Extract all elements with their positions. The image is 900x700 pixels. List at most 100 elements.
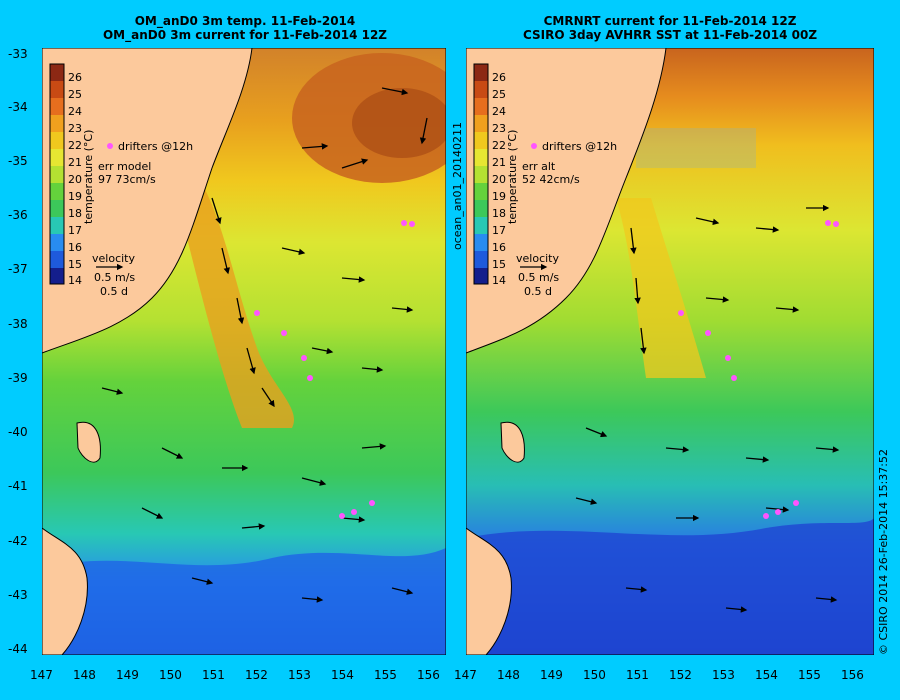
- drifter: [369, 500, 375, 506]
- drifter-markers: [678, 220, 839, 519]
- right-title-line1: CMRNRT current for 11-Feb-2014 12Z: [543, 14, 797, 28]
- cool-water: [42, 548, 446, 655]
- drifter: [409, 221, 415, 227]
- colorbar-tick: 22: [68, 139, 82, 152]
- drifter: [281, 330, 287, 336]
- lon-tick: 150: [583, 668, 606, 682]
- colorbar-tick: 17: [492, 224, 506, 237]
- drifter: [678, 310, 684, 316]
- colorbar-tick: 14: [68, 274, 82, 287]
- colorbar-title: temperature (°C): [82, 130, 95, 224]
- drifter: [731, 375, 737, 381]
- colorbar-tick: 22: [492, 139, 506, 152]
- east-australian-current: [182, 168, 294, 428]
- colorbar-tick: 16: [68, 241, 82, 254]
- err-label: err model: [98, 160, 151, 173]
- lon-tick: 149: [116, 668, 139, 682]
- drifter-legend-icon: [107, 143, 113, 149]
- drifter: [401, 220, 407, 226]
- lon-tick: 147: [454, 668, 477, 682]
- lat-tick: -34: [8, 100, 28, 114]
- colorbar-tick: 19: [492, 190, 506, 203]
- copyright-label: © CSIRO 2014 26-Feb-2014 15:37:52: [877, 449, 890, 655]
- lat-tick: -39: [8, 371, 28, 385]
- colorbar-tick: 19: [68, 190, 82, 203]
- drifter-markers: [254, 220, 415, 519]
- drifter: [307, 375, 313, 381]
- lat-tick: -42: [8, 534, 28, 548]
- cool-water: [466, 518, 874, 655]
- right-map-title: CMRNRT current for 11-Feb-2014 12Z CSIRO…: [466, 14, 874, 42]
- velocity-arrows: [101, 87, 428, 603]
- velocity-label: velocity: [516, 252, 559, 265]
- left-title-line2: OM_anD0 3m current for 11-Feb-2014 12Z: [102, 28, 388, 42]
- lat-tick: -43: [8, 588, 28, 602]
- left-map-title: OM_anD0 3m temp. 11-Feb-2014 OM_anD0 3m …: [44, 14, 446, 42]
- drifter: [775, 509, 781, 515]
- colorbar-tick: 21: [68, 156, 82, 169]
- drifter: [705, 330, 711, 336]
- lon-tick: 155: [798, 668, 821, 682]
- colorbar-tick: 17: [68, 224, 82, 237]
- drifter-legend-icon: [531, 143, 537, 149]
- velocity-scale: 0.5 m/s: [518, 271, 559, 284]
- lon-tick: 151: [202, 668, 225, 682]
- flinders-island: [76, 421, 101, 463]
- colorbar-tick: 20: [68, 173, 82, 186]
- lon-tick: 154: [755, 668, 778, 682]
- left-title-line1: OM_anD0 3m temp. 11-Feb-2014: [134, 14, 356, 28]
- lat-tick: -38: [8, 317, 28, 331]
- lon-tick: 155: [374, 668, 397, 682]
- drifter: [793, 500, 799, 506]
- err-value: 52 42cm/s: [522, 173, 580, 186]
- tasmania: [465, 527, 512, 656]
- cloud-gaps: [636, 128, 756, 168]
- err-label: err alt: [522, 160, 556, 173]
- colorbar-ticks: 26 25 24 23 22 21 20 19 18 17 16 15 14: [68, 71, 82, 287]
- drifter: [763, 513, 769, 519]
- colorbar-tick: 26: [68, 71, 82, 84]
- colorbar-tick: 25: [68, 88, 82, 101]
- lat-tick: -35: [8, 154, 28, 168]
- model-temperature-map[interactable]: 26 25 24 23 22 21 20 19 18 17 16 15 14 t…: [41, 47, 472, 659]
- colorbar-tick: 23: [492, 122, 506, 135]
- colorbar-tick: 21: [492, 156, 506, 169]
- colorbar-tick: 18: [68, 207, 82, 220]
- colorbar-tick: 25: [492, 88, 506, 101]
- err-value: 97 73cm/s: [98, 173, 156, 186]
- lat-tick: -40: [8, 425, 28, 439]
- colorbar-tick: 24: [68, 105, 82, 118]
- drifter: [725, 355, 731, 361]
- lon-tick: 154: [331, 668, 354, 682]
- colorbar-tick: 14: [492, 274, 506, 287]
- warm-eddy-core: [352, 88, 452, 158]
- satellite-sst-map[interactable]: 26 25 24 23 22 21 20 19 18 17 16 15 14 t…: [465, 47, 875, 659]
- colorbar-tick: 15: [68, 258, 82, 271]
- lon-tick: 147: [30, 668, 53, 682]
- drifter: [339, 513, 345, 519]
- mainland-australia: [41, 47, 253, 354]
- temperature-colorbar: [49, 63, 65, 285]
- velocity-scale: 0.5 m/s: [94, 271, 135, 284]
- drifter: [301, 355, 307, 361]
- colorbar-tick: 26: [492, 71, 506, 84]
- drifter: [254, 310, 260, 316]
- temperature-colorbar: [473, 63, 489, 285]
- lon-tick: 153: [712, 668, 735, 682]
- drifter: [825, 220, 831, 226]
- drifters-label: drifters @12h: [542, 140, 617, 153]
- colorbar-tick: 18: [492, 207, 506, 220]
- lon-tick: 152: [245, 668, 268, 682]
- colorbar-tick: 15: [492, 258, 506, 271]
- colorbar-tick: 24: [492, 105, 506, 118]
- lon-tick: 148: [497, 668, 520, 682]
- lat-tick: -41: [8, 479, 28, 493]
- colorbar-tick: 20: [492, 173, 506, 186]
- lat-tick: -37: [8, 262, 28, 276]
- colorbar-ticks: 26 25 24 23 22 21 20 19 18 17 16 15 14: [492, 71, 506, 287]
- lat-tick: -36: [8, 208, 28, 222]
- velocity-time: 0.5 d: [100, 285, 128, 298]
- drifter: [351, 509, 357, 515]
- lon-tick: 148: [73, 668, 96, 682]
- lon-tick: 149: [540, 668, 563, 682]
